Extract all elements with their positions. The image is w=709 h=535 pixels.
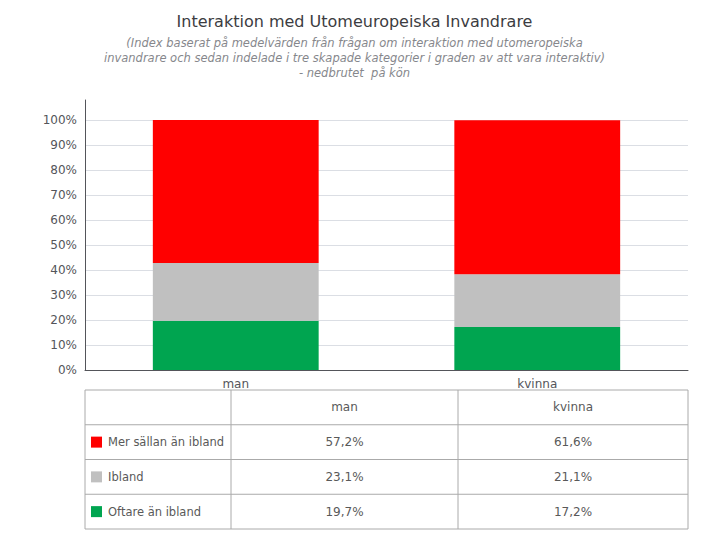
svg-text:23,1%: 23,1%: [325, 470, 363, 484]
svg-text:61,6%: 61,6%: [554, 435, 592, 449]
svg-text:50%: 50%: [50, 238, 77, 252]
svg-text:(Index baserat på medelvärden: (Index baserat på medelvärden från fråga…: [126, 36, 582, 50]
svg-text:70%: 70%: [50, 188, 77, 202]
svg-text:Ibland: Ibland: [108, 470, 144, 484]
svg-text:90%: 90%: [50, 138, 77, 152]
svg-text:19,7%: 19,7%: [325, 505, 363, 519]
svg-text:30%: 30%: [50, 288, 77, 302]
svg-text:kvinna: kvinna: [517, 377, 557, 391]
svg-text:- nedbrutet på kön: - nedbrutet på kön: [299, 66, 410, 80]
svg-text:invandrare och sedan indelade: invandrare och sedan indelade i tre skap…: [104, 51, 605, 65]
svg-text:10%: 10%: [50, 338, 77, 352]
svg-text:21,1%: 21,1%: [554, 470, 592, 484]
svg-text:80%: 80%: [50, 163, 77, 177]
svg-text:Interaktion med Utomeuropeiska: Interaktion med Utomeuropeiska Invandrar…: [177, 12, 533, 31]
svg-text:0%: 0%: [58, 363, 77, 377]
svg-text:Oftare än ibland: Oftare än ibland: [108, 505, 201, 519]
svg-text:60%: 60%: [50, 213, 77, 227]
svg-text:man: man: [222, 377, 249, 391]
svg-text:20%: 20%: [50, 313, 77, 327]
svg-text:kvinna: kvinna: [553, 400, 593, 414]
svg-text:40%: 40%: [50, 263, 77, 277]
svg-text:57,2%: 57,2%: [325, 435, 363, 449]
svg-text:Mer sällan än ibland: Mer sällan än ibland: [108, 435, 224, 449]
svg-text:man: man: [331, 400, 358, 414]
svg-text:17,2%: 17,2%: [554, 505, 592, 519]
svg-text:100%: 100%: [43, 113, 77, 127]
